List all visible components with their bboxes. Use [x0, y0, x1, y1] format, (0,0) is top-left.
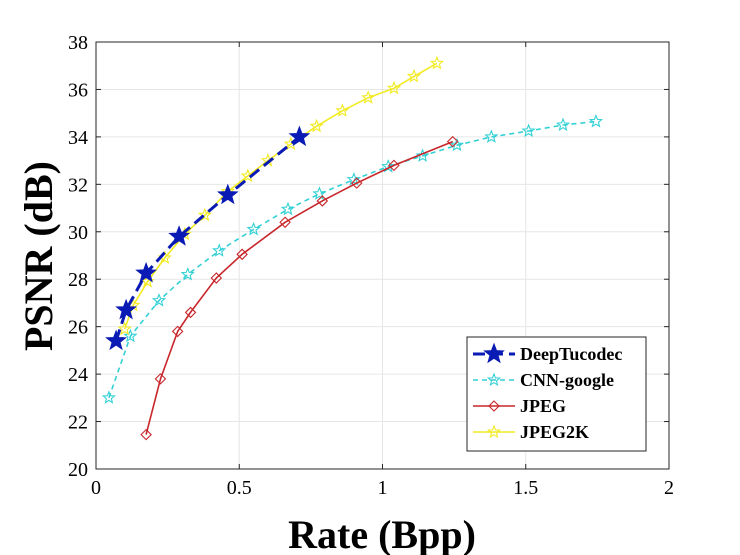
data-point	[101, 390, 117, 404]
x-tick-label: 0.5	[227, 477, 252, 499]
data-point	[236, 248, 248, 261]
data-point	[388, 159, 400, 172]
data-point	[171, 325, 184, 338]
data-point	[117, 321, 132, 336]
data-point	[180, 266, 195, 281]
x-tick-label: 2	[664, 477, 674, 499]
legend-label: CNN-google	[520, 370, 614, 390]
data-point	[216, 183, 239, 205]
x-axis-title: Rate (Bpp)	[288, 512, 476, 555]
data-point	[316, 195, 329, 207]
data-point	[361, 90, 376, 104]
series-layer	[101, 55, 604, 441]
data-point	[184, 306, 197, 319]
data-point	[210, 272, 223, 284]
data-point	[555, 117, 571, 132]
data-point	[484, 129, 499, 143]
data-point	[212, 243, 227, 257]
data-point	[415, 148, 430, 162]
x-tick-label: 1	[378, 477, 388, 499]
series-line	[108, 120, 596, 399]
y-tick-label: 30	[68, 222, 88, 244]
y-axis-title: PSNR (dB)	[16, 161, 61, 351]
data-point	[123, 328, 138, 343]
data-point	[140, 428, 152, 441]
legend: DeepTucodec CNN-google JPEG JPEG2K	[466, 336, 647, 452]
data-point	[288, 125, 311, 147]
x-tick-label: 0	[91, 477, 101, 499]
data-point	[280, 201, 296, 216]
series-cnn-google	[101, 114, 604, 404]
legend-label: JPEG2K	[520, 422, 589, 442]
y-tick-label: 38	[68, 32, 88, 54]
data-point	[429, 55, 444, 70]
x-tick-label: 1.5	[513, 477, 538, 499]
data-point	[154, 373, 167, 385]
y-tick-label: 24	[68, 364, 88, 386]
y-tick-label: 28	[68, 269, 88, 291]
data-point	[350, 177, 363, 189]
legend-swatch-marker	[486, 372, 502, 387]
data-point	[449, 137, 465, 152]
y-tick-label: 36	[68, 79, 88, 101]
data-point	[521, 123, 536, 137]
data-point	[406, 68, 422, 83]
series-deeptucodec	[105, 125, 311, 351]
axes	[95, 41, 670, 470]
y-tick-label: 26	[68, 317, 88, 339]
data-point	[197, 207, 213, 222]
legend-swatch-marker	[488, 400, 500, 412]
data-point	[168, 225, 190, 246]
legend-label: DeepTucodec	[520, 344, 622, 364]
series-line	[145, 140, 454, 435]
data-point	[588, 114, 604, 128]
data-point	[312, 186, 327, 200]
y-tick-label: 20	[68, 459, 88, 481]
data-point	[386, 80, 402, 95]
data-point	[135, 261, 157, 283]
data-point	[346, 172, 362, 186]
data-point	[309, 118, 324, 133]
legend-swatch-marker	[486, 424, 502, 439]
series-jpeg	[140, 135, 459, 441]
legend-label: JPEG	[520, 396, 566, 416]
data-point	[151, 293, 167, 307]
data-point	[446, 135, 459, 148]
tick-labels: 0 0.5 1 1.5 2 20 22 24 26 28 30 32 34 36 38	[68, 32, 674, 499]
y-tick-label: 34	[68, 127, 88, 149]
legend-swatch-marker	[483, 342, 505, 364]
data-point	[115, 298, 137, 320]
data-point	[105, 329, 127, 351]
data-point	[335, 103, 350, 117]
data-point	[246, 221, 261, 236]
y-tick-label: 22	[68, 412, 88, 434]
data-point	[279, 216, 291, 229]
y-tick-label: 32	[68, 174, 88, 196]
data-point	[381, 159, 396, 173]
